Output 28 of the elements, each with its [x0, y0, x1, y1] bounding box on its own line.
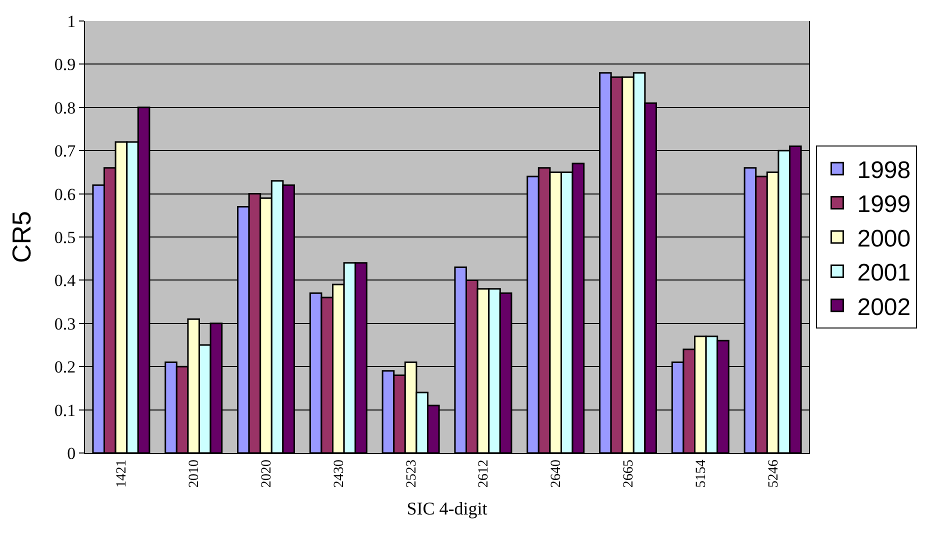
x-tick-label: 2640: [549, 460, 564, 488]
x-tick-label: 2665: [622, 460, 637, 488]
y-axis-title: CR5: [6, 210, 37, 264]
x-tick-label: 5154: [694, 460, 709, 488]
x-axis-title: SIC 4-digit: [406, 498, 488, 519]
y-tick-label: 0.5: [54, 228, 76, 247]
legend-label: 1998: [857, 156, 911, 184]
y-tick-label: 0.1: [54, 400, 76, 420]
y-tick-label: 0.9: [54, 55, 76, 74]
x-tick-label: 2020: [260, 460, 275, 488]
y-tick-label: 0.6: [54, 184, 76, 204]
x-tick-label: 2010: [187, 460, 202, 488]
x-tick-label: 2523: [404, 460, 420, 488]
x-tick-label: 5246: [766, 460, 782, 488]
x-tick-label: 1421: [114, 460, 130, 488]
y-tick-label: 0.8: [54, 98, 76, 118]
legend-label: 2002: [857, 294, 911, 321]
y-tick-label: 0: [67, 444, 76, 463]
legend-label: 2000: [857, 225, 911, 252]
y-tick-label: 0.2: [54, 358, 76, 377]
x-tick-label: 2430: [332, 460, 347, 488]
y-tick-label: 0.7: [54, 142, 76, 161]
y-tick-label: 1: [67, 12, 76, 31]
legend-label: 1999: [857, 191, 911, 218]
y-tick-label: 0.3: [54, 314, 76, 334]
legend-label: 2001: [857, 260, 911, 287]
y-tick-label: 0.4: [54, 271, 76, 290]
x-tick-label: 2612: [476, 460, 492, 488]
